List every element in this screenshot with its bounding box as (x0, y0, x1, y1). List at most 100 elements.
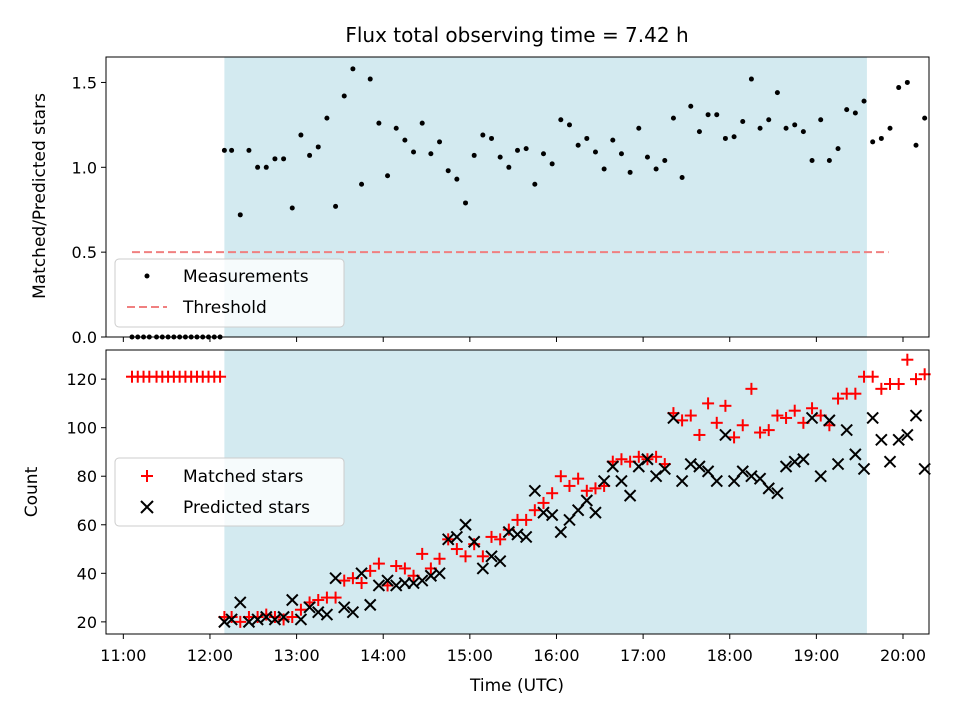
measurement-point (861, 98, 867, 104)
matched-star-point (589, 482, 602, 495)
predicted-star-point (849, 448, 862, 461)
measurement-point (419, 120, 425, 126)
predicted-star-point (658, 462, 671, 476)
matched-star-point (468, 538, 481, 551)
count-points (125, 353, 931, 629)
measurement-point (740, 118, 746, 124)
predicted-star-point (346, 605, 360, 619)
measurement-point (221, 147, 227, 153)
predicted-star-point (493, 554, 507, 568)
legend-predicted-label: Predicted stars (183, 498, 310, 518)
predicted-star-point (537, 506, 550, 519)
predicted-star-point (545, 508, 559, 522)
measurement-point (428, 151, 434, 157)
matched-star-point (650, 450, 663, 463)
measurement-point (566, 122, 572, 128)
measurement-point (523, 146, 529, 152)
top-y-axis-label: Matched/Predicted stars (30, 93, 50, 299)
measurement-point (255, 164, 261, 170)
predicted-star-point (554, 525, 568, 539)
predicted-star-point (693, 460, 706, 473)
matched-star-point (710, 416, 723, 429)
predicted-star-point (788, 455, 801, 468)
measurement-point (679, 174, 685, 180)
matched-star-point (780, 411, 793, 424)
predicted-star-point (225, 613, 238, 626)
matched-star-point (364, 564, 377, 577)
y-tick-label: 1.5 (72, 73, 97, 92)
matched-star-point (294, 603, 307, 616)
predicted-star-point (571, 503, 585, 517)
predicted-star-point (338, 601, 351, 614)
measurement-point (402, 137, 408, 143)
predicted-star-point (857, 462, 871, 476)
measurements-points (129, 66, 928, 340)
predicted-star-point (684, 457, 697, 471)
measurement-point (766, 117, 772, 123)
measurement-point (904, 79, 910, 85)
measurement-point (748, 76, 754, 82)
measurement-point (705, 112, 711, 118)
measurement-point (437, 139, 443, 145)
measurement-point (298, 132, 304, 138)
predicted-star-point (901, 428, 914, 442)
predicted-star-point (294, 613, 308, 626)
measurement-point (644, 154, 650, 160)
predicted-star-point (771, 487, 784, 500)
predicted-star-point (918, 462, 931, 476)
measurement-point (878, 135, 884, 141)
x-tick-label: 11:00 (100, 646, 146, 665)
matched-star-point (832, 392, 845, 405)
measurement-point (584, 135, 590, 141)
predicted-star-point (779, 460, 793, 473)
matched-star-point (546, 487, 559, 500)
predicted-star-point (242, 615, 256, 629)
matched-star-point (433, 552, 446, 565)
x-tick-label: 20:00 (880, 646, 926, 665)
predicted-star-point (883, 455, 897, 468)
measurement-point (835, 146, 841, 152)
predicted-star-point (805, 411, 819, 425)
x-tick-label: 13:00 (274, 646, 320, 665)
predicted-star-point (286, 593, 299, 607)
y-tick-label: 1.0 (72, 158, 97, 177)
predicted-star-point (407, 576, 420, 590)
y-tick-label: 120 (66, 370, 97, 389)
measurement-point (229, 147, 235, 153)
matched-star-point (214, 370, 227, 383)
matched-star-point (450, 543, 463, 556)
measurement-point (653, 166, 659, 172)
predicted-star-point (329, 571, 342, 585)
predicted-star-point (459, 518, 472, 531)
matched-star-point (372, 557, 385, 570)
predicted-star-point (727, 474, 741, 488)
predicted-star-point (623, 489, 637, 502)
measurement-point (463, 200, 469, 206)
measurement-point (826, 158, 832, 164)
measurement-point (540, 151, 546, 157)
measurement-point (246, 147, 252, 153)
predicted-star-point (719, 428, 732, 442)
measurement-point (636, 125, 642, 131)
predicted-star-point (415, 574, 429, 587)
measurement-point (237, 212, 243, 218)
measurement-point (670, 115, 676, 121)
matched-star-point (329, 591, 342, 604)
measurement-point (809, 158, 815, 164)
measurement-point (532, 181, 538, 187)
legend-threshold-label: Threshold (182, 298, 267, 318)
matched-star-point (494, 533, 507, 546)
measurement-point (601, 166, 607, 172)
x-tick-label: 19:00 (793, 646, 839, 665)
matched-star-point (771, 409, 784, 422)
measurement-point (393, 125, 399, 131)
predicted-star-point (823, 414, 836, 427)
top-legend-box (114, 258, 345, 328)
predicted-star-point (268, 613, 282, 626)
predicted-star-point (502, 525, 516, 539)
plot-frame (105, 349, 930, 635)
measurement-point (359, 181, 365, 187)
predicted-star-point (320, 608, 334, 621)
measurement-point (662, 158, 668, 164)
bottom-axes: 20 40 60 80 100 120 11:00 12:00 13:00 14:00 15:00 1… (66, 349, 930, 665)
